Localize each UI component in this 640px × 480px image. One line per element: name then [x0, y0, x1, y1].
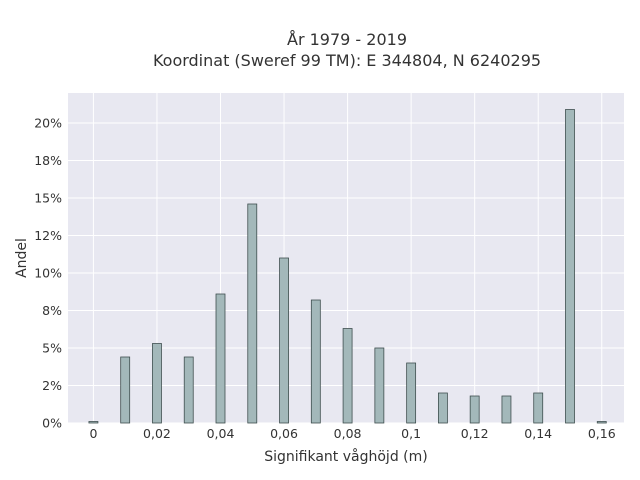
y-tick-label: 2%	[42, 378, 62, 393]
y-tick-labels: 0% 2% 5% 8% 10% 12% 15% 18% 20%	[34, 116, 62, 431]
histogram-bar	[215, 293, 226, 424]
histogram-bar	[406, 362, 417, 424]
chart-title-line-1: År 1979 - 2019	[287, 30, 407, 49]
histogram-bar	[596, 421, 607, 424]
y-tick-label: 8%	[42, 303, 62, 318]
histogram-bar	[438, 392, 448, 424]
x-tick-label: 0	[89, 426, 97, 441]
y-tick-label: 10%	[34, 266, 62, 281]
histogram-bar	[183, 356, 194, 424]
histogram-bar	[501, 395, 512, 424]
x-tick-label: 0,1	[401, 426, 421, 441]
histogram-bar	[279, 257, 289, 424]
bars	[88, 109, 607, 424]
y-tick-label: 12%	[34, 228, 62, 243]
histogram-bar	[533, 392, 544, 424]
y-tick-label: 18%	[34, 153, 62, 168]
histogram-bar	[565, 109, 575, 424]
histogram-bar	[342, 328, 353, 424]
y-axis-label: Andel	[14, 238, 30, 278]
chart-title-line-2: Koordinat (Sweref 99 TM): E 344804, N 62…	[153, 51, 541, 70]
x-tick-label: 0,02	[143, 426, 171, 441]
histogram-bar	[152, 343, 162, 424]
x-tick-labels: 0 0,02 0,04 0,06 0,08 0,1 0,12 0,14 0,16	[89, 426, 615, 441]
histogram-bar	[310, 299, 321, 424]
x-tick-label: 0,06	[270, 426, 298, 441]
x-tick-label: 0,04	[207, 426, 235, 441]
histogram-bar	[120, 356, 131, 424]
y-tick-label: 0%	[42, 416, 62, 431]
y-tick-label: 5%	[42, 341, 62, 356]
x-axis-label: Signifikant våghöjd (m)	[264, 448, 427, 465]
x-tick-label: 0,16	[588, 426, 616, 441]
histogram-bar	[88, 421, 99, 424]
x-tick-label: 0,08	[334, 426, 362, 441]
histogram-bar	[247, 203, 258, 424]
x-tick-label: 0,14	[524, 426, 552, 441]
histogram-bar	[469, 395, 480, 424]
y-tick-label: 15%	[34, 191, 62, 206]
x-tick-label: 0,12	[461, 426, 489, 441]
y-tick-label: 20%	[34, 116, 62, 131]
histogram-bar	[374, 347, 385, 424]
